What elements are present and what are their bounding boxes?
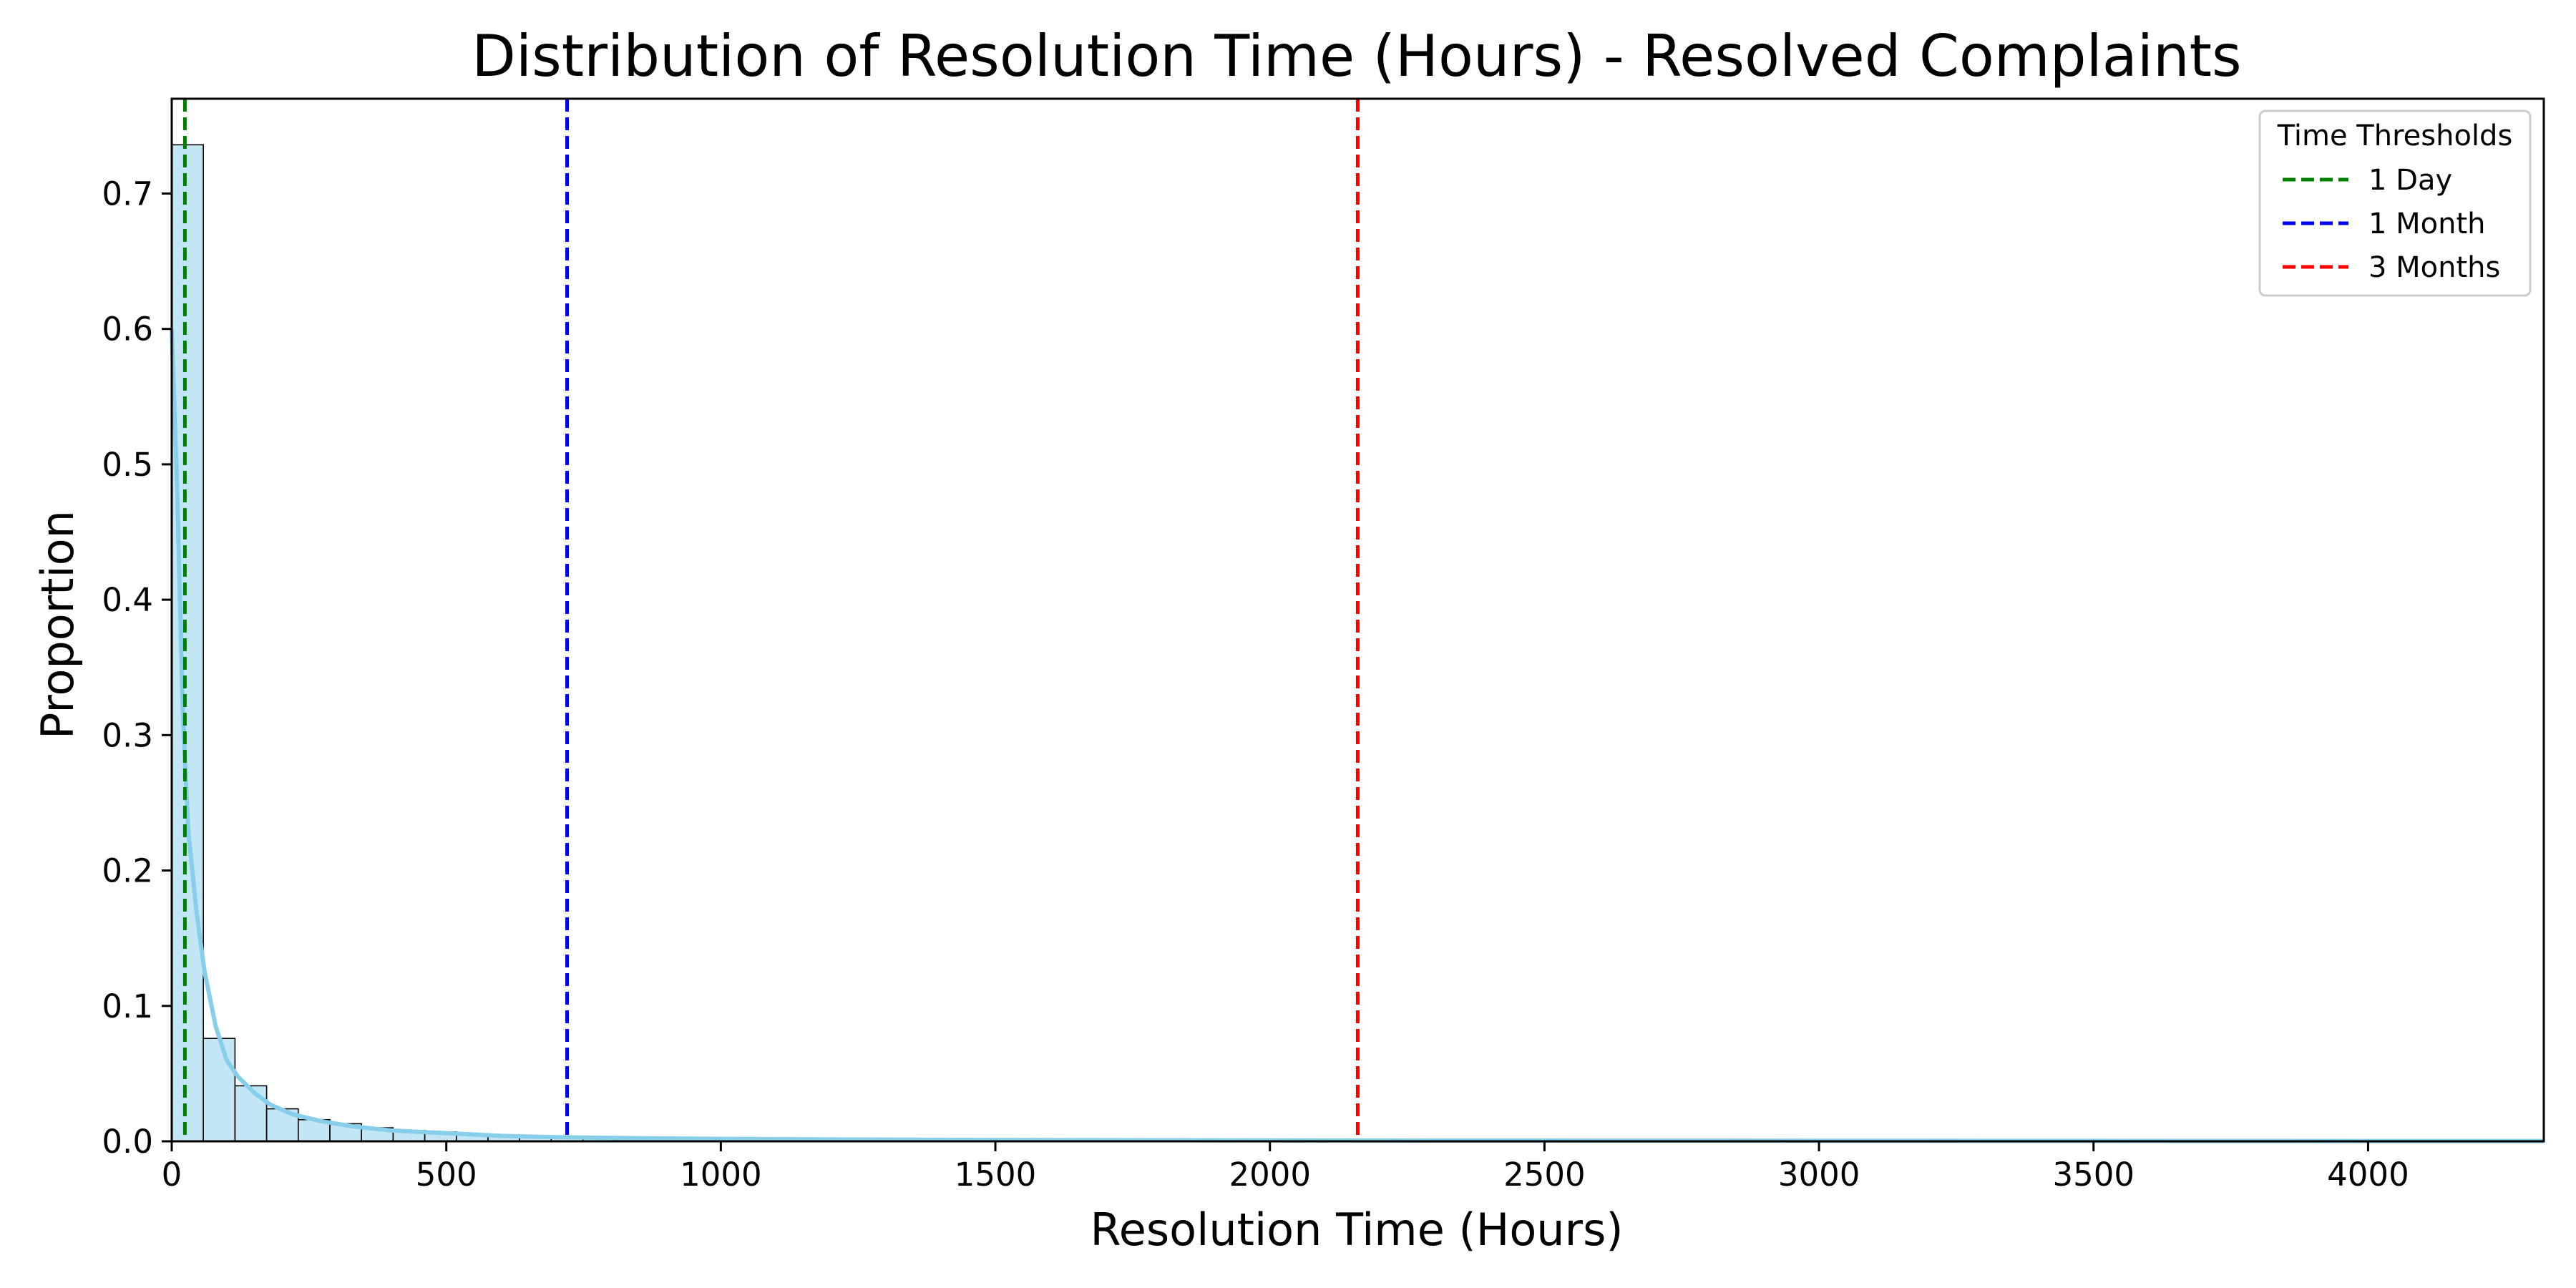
x-tick-label: 500 — [416, 1156, 477, 1194]
legend-title: Time Thresholds — [2277, 119, 2513, 152]
x-tick-label: 3500 — [2052, 1156, 2135, 1194]
histogram-bar — [171, 144, 205, 1142]
legend-label: 3 Months — [2368, 251, 2500, 284]
y-tick-label: 0.3 — [102, 716, 153, 754]
axes: 0 500 1000 1500 2000 2500 3000 3500 4000 0.0 0.1 0.… — [102, 97, 2545, 1194]
y-axis-label: Proportion — [31, 510, 84, 739]
y-tick-label: 0.6 — [102, 311, 153, 348]
legend-label: 1 Month — [2368, 208, 2486, 240]
y-tick-label: 0.1 — [102, 987, 153, 1025]
y-tick-label: 0.5 — [102, 446, 153, 484]
histogram-bar — [203, 1038, 236, 1142]
x-tick-label: 1500 — [955, 1156, 1037, 1194]
x-tick-label: 2000 — [1229, 1156, 1311, 1194]
x-tick-label: 2500 — [1503, 1156, 1586, 1194]
legend: Time Thresholds 1 Day 1 Month 3 Months — [2258, 109, 2532, 297]
x-tick-label: 4000 — [2327, 1156, 2409, 1194]
threshold-lines — [182, 99, 1360, 1141]
y-tick-label: 0.4 — [102, 581, 153, 619]
x-tick-label: 0 — [162, 1156, 182, 1194]
plot-frame — [170, 97, 2545, 1143]
y-tick-label: 0.0 — [102, 1123, 153, 1161]
x-axis-label: Resolution Time (Hours) — [1090, 1204, 1623, 1256]
chart-title: Distribution of Resolution Time (Hours) … — [472, 23, 2241, 89]
legend-box — [2258, 109, 2532, 297]
histogram-bar — [234, 1085, 268, 1142]
legend-label: 1 Day — [2368, 164, 2452, 197]
x-tick-label: 3000 — [1778, 1156, 1860, 1194]
y-tick-label: 0.7 — [102, 175, 153, 213]
y-tick-label: 0.2 — [102, 852, 153, 890]
x-tick-label: 1000 — [680, 1156, 762, 1194]
